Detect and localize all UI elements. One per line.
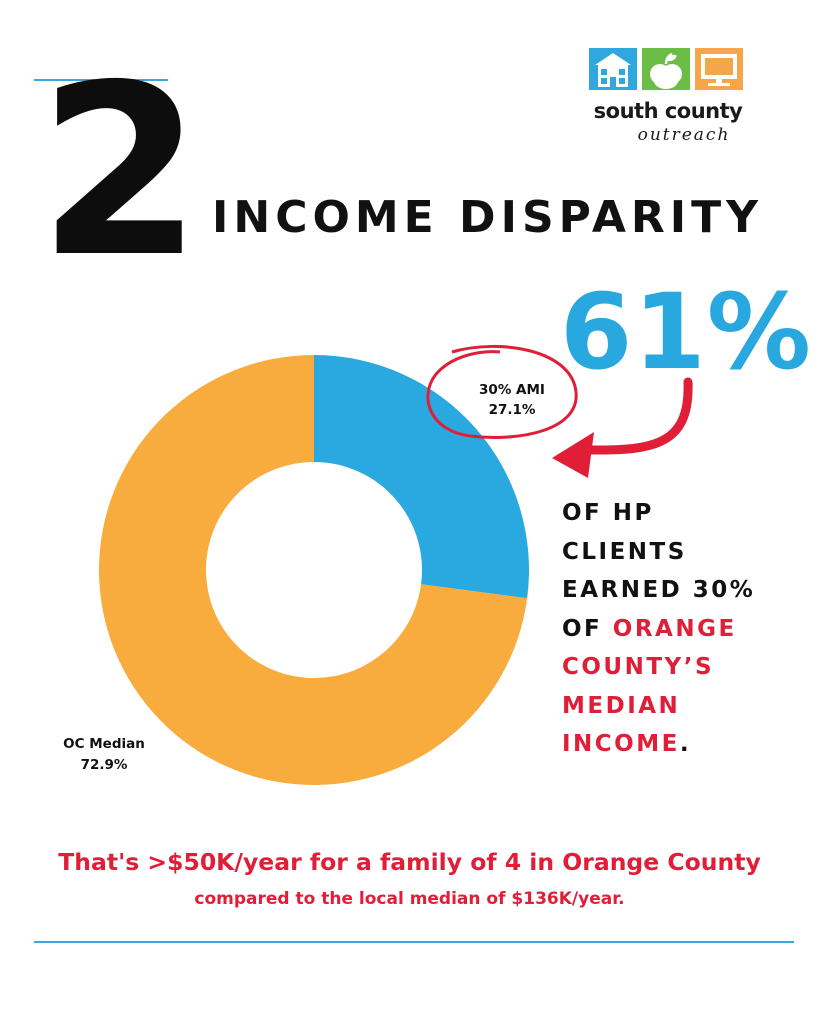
slice-label-name: OC Median: [63, 736, 145, 752]
stat-line: INCOME.: [562, 725, 812, 764]
arrow-icon: [581, 377, 693, 455]
stat-value: 61%: [560, 271, 812, 393]
income-donut-chart: 30% AMI 27.1% OC Median 72.9%: [63, 345, 693, 785]
footer-subline: compared to the local median of $136K/ye…: [194, 889, 625, 909]
stat-line: MEDIAN: [562, 692, 681, 719]
stat-line: EARNED 30%: [562, 577, 756, 603]
stat-text-highlight: ORANGE: [612, 615, 737, 642]
donut-slice: [314, 355, 529, 599]
monitor-icon: [701, 54, 737, 86]
stat-text-highlight: INCOME: [562, 731, 680, 757]
south-county-outreach-logo: south county outreach: [580, 42, 760, 152]
stat-description: OF HP CLIENTS EARNED 30% OF ORANGE COUNT…: [562, 494, 812, 764]
logo-name: south county: [594, 99, 743, 123]
slice-label-value: 72.9%: [81, 757, 128, 773]
slice-label-name: 30% AMI: [479, 382, 545, 398]
bottom-rule: [34, 941, 794, 943]
stat-line: OF HP: [562, 500, 654, 526]
highlight-circle: [426, 345, 578, 439]
page-title: INCOME DISPARITY: [212, 192, 764, 243]
apple-icon: [650, 52, 682, 89]
donut-slice: [99, 355, 528, 785]
top-rule: [34, 79, 168, 81]
section-number: 2: [38, 34, 202, 309]
logo-tagline: outreach: [638, 125, 731, 145]
stat-text-plain: OF: [562, 615, 613, 642]
stat-line: CLIENTS: [562, 538, 687, 565]
stat-text-plain: .: [679, 731, 692, 757]
slice-label-value: 27.1%: [489, 402, 536, 418]
stat-line: COUNTY’S: [562, 654, 715, 680]
stat-line: OF ORANGE: [562, 610, 812, 649]
footer-headline: That's >$50K/year for a family of 4 in O…: [58, 848, 761, 876]
arrow-head-icon: [552, 432, 594, 478]
